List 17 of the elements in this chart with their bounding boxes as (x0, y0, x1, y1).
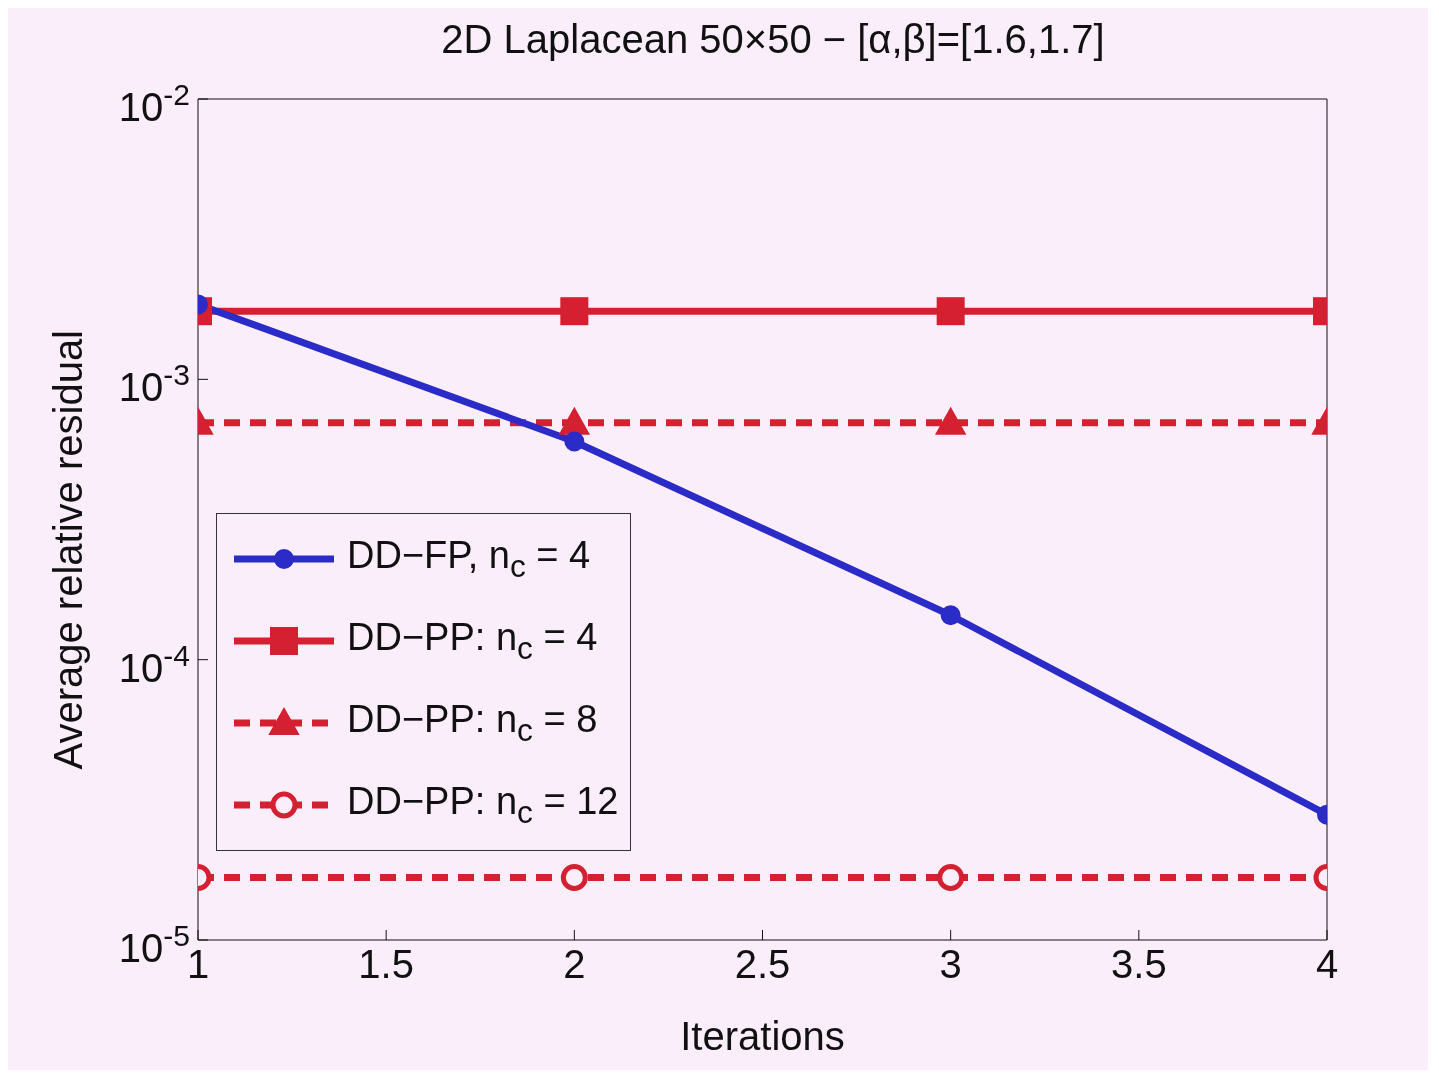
x-tick-label: 2.5 (734, 942, 791, 987)
y-tick-label: 10$^{-5}$ (118, 918, 190, 970)
x-tick-label: 3.5 (1111, 942, 1167, 987)
x-tick-label: 2 (563, 942, 586, 987)
chart-title: 2D Laplacean 50×50 − [α,β]=[1.6,1.7] (440, 16, 1106, 63)
y-tick-label: 10$^{-4}$ (118, 638, 190, 690)
y-tick-label: 10$^{-3}$ (118, 357, 190, 410)
x-axis-title: Iterations (680, 1014, 845, 1058)
y-axis-title: Average relative residual (46, 329, 91, 770)
legend-label: DD−PP: n$_{c}$ = 12 (347, 779, 619, 831)
legend-label: DD−FP, n$_{c}$ = 4 (347, 533, 591, 585)
x-tick-label: 1.5 (358, 942, 414, 987)
x-tick-label: 3 (939, 942, 962, 987)
legend-label: DD−PP: n$_{c}$ = 8 (347, 697, 598, 749)
x-tick-label: 4 (1315, 942, 1339, 987)
y-tick-label: 10$^{-2}$ (118, 77, 190, 129)
legend-label: DD−PP: n$_{c}$ = 4 (347, 615, 598, 667)
